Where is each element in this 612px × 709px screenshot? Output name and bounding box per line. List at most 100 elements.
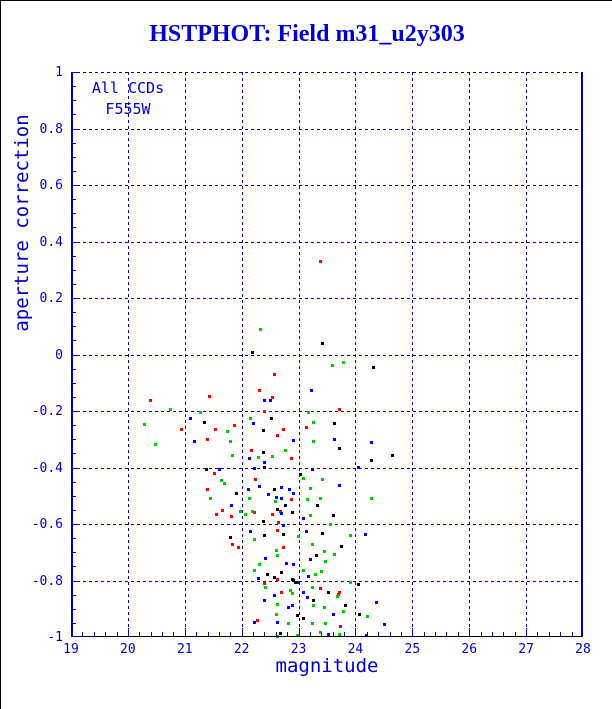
data-point-black <box>357 583 360 586</box>
y-major-tick <box>71 411 80 412</box>
data-point-green <box>312 421 315 424</box>
data-point-blue <box>370 441 373 444</box>
data-point-black <box>321 532 324 535</box>
x-minor-tick <box>321 632 323 637</box>
data-point-black <box>316 504 319 507</box>
x-minor-tick <box>491 632 493 637</box>
data-point-blue <box>275 496 278 499</box>
data-point-red <box>273 373 276 376</box>
y-minor-tick <box>71 86 76 88</box>
data-point-black <box>372 366 375 369</box>
y-tick-label: -1 <box>47 630 63 645</box>
data-point-blue <box>230 504 233 507</box>
gridline-horizontal <box>71 128 583 130</box>
data-point-green <box>329 523 332 526</box>
x-minor-tick <box>548 632 550 637</box>
data-point-red <box>214 428 217 431</box>
y-tick-label: -0.8 <box>31 573 63 589</box>
data-point-red <box>206 438 209 441</box>
data-point-green <box>309 514 312 517</box>
data-point-red <box>213 472 216 475</box>
x-minor-tick <box>435 632 437 637</box>
gridline-horizontal <box>71 467 583 469</box>
data-point-green <box>199 411 202 414</box>
data-point-black <box>296 614 299 617</box>
gridline-horizontal <box>71 241 583 243</box>
data-point-black <box>321 342 324 345</box>
data-point-red <box>337 593 340 596</box>
data-point-red <box>279 510 282 513</box>
x-minor-tick <box>480 632 482 637</box>
data-point-green <box>320 570 323 573</box>
data-point-blue <box>296 581 299 584</box>
data-point-green <box>229 440 232 443</box>
data-point-blue <box>375 601 378 604</box>
data-point-blue <box>292 439 295 442</box>
data-point-green <box>296 634 299 637</box>
y-minor-tick <box>71 227 76 229</box>
data-point-green <box>253 569 256 572</box>
data-point-green <box>291 592 294 595</box>
data-point-black <box>327 591 330 594</box>
x-major-tick <box>412 628 414 637</box>
data-point-green <box>321 478 324 481</box>
data-point-red <box>263 410 266 413</box>
annotation-filter: F555W <box>105 100 151 118</box>
data-point-blue <box>249 530 252 533</box>
annotation-ccds: All CCDs <box>91 79 165 97</box>
data-point-red <box>290 457 293 460</box>
y-major-tick <box>71 580 80 582</box>
x-major-tick <box>298 628 300 637</box>
data-point-black <box>205 468 208 471</box>
data-point-black <box>273 576 276 579</box>
data-point-red <box>237 546 240 549</box>
data-point-blue <box>338 484 341 487</box>
x-minor-tick <box>287 632 289 637</box>
plot-frame-bottom <box>71 636 583 637</box>
y-tick-label: -0.4 <box>31 460 63 476</box>
x-minor-tick <box>139 632 141 637</box>
data-point-green <box>226 430 229 433</box>
y-tick-label: 0.2 <box>39 291 63 306</box>
data-point-green <box>319 631 322 634</box>
x-minor-tick <box>378 632 380 637</box>
y-minor-tick <box>71 156 76 158</box>
y-minor-tick <box>71 255 76 257</box>
data-point-red <box>339 625 342 628</box>
data-point-red <box>258 389 261 392</box>
x-minor-tick <box>457 632 459 637</box>
data-point-blue <box>287 606 290 609</box>
y-major-tick <box>71 354 80 356</box>
data-point-green <box>311 586 314 589</box>
plot-frame-top <box>71 72 583 73</box>
x-axis-title: magnitude <box>275 655 379 677</box>
data-point-blue <box>252 422 255 425</box>
x-tick-label: 28 <box>575 642 591 657</box>
data-point-red <box>271 396 274 399</box>
gridline-horizontal <box>71 185 583 186</box>
data-point-black <box>333 422 336 425</box>
data-point-red <box>233 424 236 427</box>
x-minor-tick <box>230 632 232 637</box>
data-point-red <box>276 578 279 581</box>
data-point-black <box>291 511 294 514</box>
data-point-red <box>282 428 285 431</box>
data-point-red <box>206 488 209 491</box>
data-point-blue <box>257 577 260 580</box>
data-point-green <box>311 543 314 546</box>
y-minor-tick <box>71 100 76 102</box>
data-point-black <box>282 533 285 536</box>
data-point-green <box>169 408 172 411</box>
data-point-red <box>271 513 274 516</box>
data-point-blue <box>218 468 221 471</box>
data-point-black <box>340 545 343 548</box>
data-point-red <box>290 498 293 501</box>
data-point-green <box>349 581 352 584</box>
y-minor-tick <box>71 509 76 511</box>
x-minor-tick <box>264 632 266 637</box>
data-point-green <box>259 328 262 331</box>
x-tick-label: 24 <box>347 642 364 657</box>
data-point-black <box>273 488 276 491</box>
chart-title: HSTPHOT: Field m31_u2y303 <box>149 21 465 47</box>
data-point-blue <box>292 563 295 566</box>
